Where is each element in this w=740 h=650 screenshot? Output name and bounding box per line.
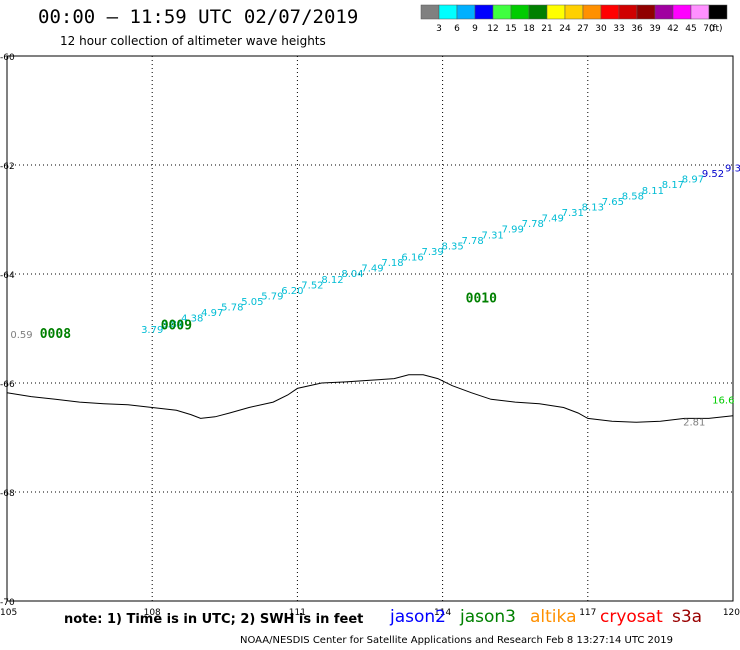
colorbar-label: 24 bbox=[559, 24, 571, 34]
swh-value-label: 8.58 bbox=[622, 191, 644, 202]
swh-value-label: 8.35 bbox=[441, 241, 463, 252]
satellite-cryosat: cryosat bbox=[600, 607, 663, 627]
colorbar-legend: 3 6 9 12 15 18 21 24 27 30 33 36 39 42 45 70(ft) bbox=[420, 4, 728, 34]
colorbar-label: 12 bbox=[487, 24, 498, 34]
colorbar-label: 27 bbox=[577, 24, 588, 34]
swh-value-label: 5.05 bbox=[241, 297, 263, 308]
time-label: 0010 bbox=[466, 291, 497, 306]
lon-tick-label: 108 bbox=[144, 608, 161, 618]
colorbar-swatch bbox=[474, 4, 494, 20]
swh-value-label: 7.65 bbox=[602, 197, 624, 208]
colorbar-label: 3 bbox=[436, 24, 442, 34]
colorbar-swatch bbox=[654, 4, 674, 20]
swh-value-label: 8.97 bbox=[682, 175, 704, 186]
colorbar-swatch bbox=[582, 4, 602, 20]
satellite-s3a: s3a bbox=[672, 607, 703, 627]
swh-value-label: 7.31 bbox=[482, 230, 504, 241]
lon-tick-label: 120 bbox=[723, 608, 740, 618]
swh-value-label: 7.78 bbox=[522, 219, 544, 230]
satellite-altika: altika bbox=[530, 607, 577, 627]
lat-tick-label: -70 bbox=[0, 598, 15, 608]
colorbar-swatch bbox=[528, 4, 548, 20]
colorbar-label: 33 bbox=[613, 24, 624, 34]
colorbar-swatch bbox=[636, 4, 656, 20]
swh-value-label: 7.31 bbox=[562, 208, 584, 219]
lat-tick-label: -64 bbox=[0, 271, 15, 281]
time-label: 0008 bbox=[40, 327, 71, 342]
satellite-jason3: jason3 bbox=[460, 607, 516, 627]
swh-value-label: 4.97 bbox=[201, 308, 223, 319]
swh-point-label: 2.81 bbox=[683, 418, 705, 429]
colorbar-label: 39 bbox=[649, 24, 661, 34]
swh-value-label: 9.52 bbox=[702, 169, 724, 180]
swh-value-label: 7.49 bbox=[542, 214, 564, 225]
map-grid: 105 108 111 114 117 120 -60 -62 -64 -66 -68 -70 bbox=[0, 53, 740, 618]
colorbar-label: 6 bbox=[454, 24, 460, 34]
colorbar-swatch bbox=[618, 4, 638, 20]
swh-value-label: 8.17 bbox=[662, 180, 684, 191]
lon-tick-label: 117 bbox=[579, 608, 596, 618]
swh-value-label: 5.79 bbox=[261, 291, 283, 302]
swh-value-label: 8.04 bbox=[341, 269, 363, 280]
coastline-path bbox=[6, 374, 734, 423]
swh-value-label: 5.78 bbox=[221, 303, 243, 314]
swh-value-label: 7.39 bbox=[421, 247, 443, 258]
footer-note: note: 1) Time is in UTC; 2) SWH is in fe… bbox=[64, 612, 364, 627]
map-frame bbox=[6, 55, 734, 602]
lat-tick-label: -60 bbox=[0, 53, 15, 63]
colorbar-label: 18 bbox=[523, 24, 535, 34]
footer-credit: NOAA/NESDIS Center for Satellite Applica… bbox=[240, 635, 673, 646]
colorbar-label: 42 bbox=[667, 24, 678, 34]
swh-value-label: 4.38 bbox=[181, 314, 203, 325]
swh-point-label: 0.59 bbox=[10, 330, 32, 341]
swh-value-label: 3.84 bbox=[161, 319, 183, 330]
swh-value-label: 7.18 bbox=[381, 258, 403, 269]
colorbar-label: 30 bbox=[595, 24, 607, 34]
lat-tick-label: -62 bbox=[0, 162, 15, 172]
coastline bbox=[6, 374, 734, 423]
swh-point-label: 16.6 bbox=[712, 396, 734, 407]
lon-tick-label: 105 bbox=[0, 608, 17, 618]
swh-value-label: 7.99 bbox=[502, 225, 524, 236]
colorbar-swatch bbox=[456, 4, 476, 20]
map-labels: 0008 0009 0010 0.59 2.81 16.6 bbox=[10, 291, 734, 428]
colorbar-swatch bbox=[690, 4, 710, 20]
altimeter-track: 3.793.844.384.975.785.055.796.207.528.12… bbox=[141, 164, 740, 336]
lat-tick-label: -66 bbox=[0, 380, 15, 390]
swh-value-label: 6.16 bbox=[401, 253, 423, 264]
swh-value-label: 6.20 bbox=[281, 286, 303, 297]
swh-value-label: 8.11 bbox=[642, 186, 664, 197]
swh-value-label: 8.12 bbox=[321, 275, 343, 286]
swh-value-label: 7.78 bbox=[462, 236, 484, 247]
swh-value-label: 8.13 bbox=[582, 202, 604, 213]
lat-tick-label: -68 bbox=[0, 489, 15, 499]
lon-tick-label: 114 bbox=[434, 608, 451, 618]
colorbar-label: 21 bbox=[541, 24, 552, 34]
satellite-jason2: jason2 bbox=[390, 607, 446, 627]
colorbar-label: 70 bbox=[703, 24, 715, 34]
colorbar-swatch bbox=[510, 4, 530, 20]
map-title: 00:00 – 11:59 UTC 02/07/2019 bbox=[38, 6, 359, 28]
colorbar-swatch bbox=[672, 4, 692, 20]
colorbar-swatch bbox=[600, 4, 620, 20]
colorbar-swatch bbox=[564, 4, 584, 20]
colorbar-swatch bbox=[492, 4, 512, 20]
colorbar-label: 36 bbox=[631, 24, 643, 34]
swh-value-label: 7.52 bbox=[301, 280, 323, 291]
colorbar-swatch bbox=[708, 4, 728, 20]
colorbar-label: 15 bbox=[505, 24, 516, 34]
map-subtitle: 12 hour collection of altimeter wave hei… bbox=[60, 34, 326, 48]
colorbar-label: 45 bbox=[685, 24, 696, 34]
swh-value-label: 7.49 bbox=[361, 264, 383, 275]
swh-value-label: 3.79 bbox=[141, 325, 163, 336]
colorbar-swatch bbox=[438, 4, 458, 20]
colorbar-swatch bbox=[420, 4, 440, 20]
lon-tick-label: 111 bbox=[289, 608, 306, 618]
swh-value-label: 9.3 bbox=[725, 164, 740, 175]
colorbar-unit: (ft) bbox=[709, 24, 723, 34]
colorbar-label: 9 bbox=[472, 24, 478, 34]
colorbar-swatch bbox=[546, 4, 566, 20]
time-label: 0009 bbox=[161, 319, 192, 334]
